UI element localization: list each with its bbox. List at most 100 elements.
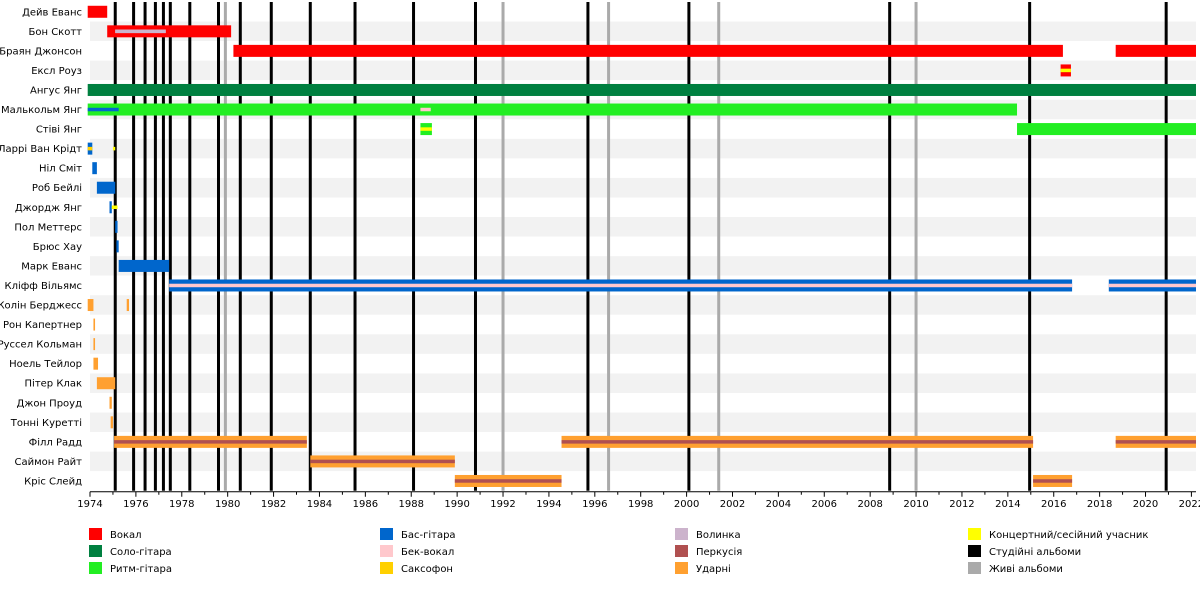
legend-swatch	[968, 528, 981, 540]
member-bar-overlay	[1108, 283, 1196, 288]
x-tick-label: 2008	[857, 499, 882, 510]
x-tick-label: 2012	[949, 499, 974, 510]
member-bar	[1017, 123, 1196, 136]
member-bar	[87, 83, 1196, 96]
member-bar-overlay	[87, 146, 93, 151]
member-bar	[116, 240, 119, 253]
member-bar	[87, 5, 108, 18]
member-name: Тонні Куретті	[10, 417, 82, 429]
row-band	[90, 2, 1196, 22]
row-band	[90, 373, 1196, 393]
member-name: Джордж Янг	[15, 203, 82, 214]
row-band	[90, 138, 1196, 159]
member-name: Малькольм Янг	[1, 105, 82, 116]
member-name: Пітер Клак	[25, 378, 82, 390]
member-name: Руссел Кольман	[0, 340, 82, 351]
member-name: Кліфф Вільямс	[4, 280, 82, 292]
legend-swatch	[675, 562, 688, 574]
row-band	[90, 119, 1196, 139]
member-bar-overlay	[420, 127, 432, 131]
member-name: Кріс Слейд	[24, 475, 82, 487]
legend-label: Бек-вокал	[401, 547, 454, 558]
member-name: Роб Бейлі	[32, 182, 82, 194]
member-bar	[107, 25, 232, 38]
member-name: Браян Джонсон	[0, 46, 82, 57]
x-tick-label: 1994	[536, 499, 561, 510]
member-name: Ноель Тейлор	[9, 359, 82, 370]
row-band	[90, 353, 1196, 374]
member-name: Ларрі Ван Крідт	[0, 143, 82, 155]
member-bar-overlay	[111, 205, 118, 210]
legend: Вокал Соло-гітара Ритм-гітара Бас-гітара Бек…	[89, 528, 1148, 575]
x-tick-label: 1974	[77, 499, 102, 510]
legend-swatch	[380, 545, 393, 557]
row-band	[90, 217, 1196, 237]
row-band	[90, 314, 1196, 335]
x-tick-label: 1986	[353, 499, 378, 510]
x-tick-label: 1982	[261, 499, 286, 510]
member-names: Дейв Еванс Бон Скотт Браян Джонсон Ексл Роу…	[0, 7, 82, 487]
member-name: Ніл Сміт	[39, 163, 82, 175]
member-bar	[96, 377, 116, 390]
legend-label: Бас-гітара	[401, 529, 456, 541]
row-band	[90, 334, 1196, 354]
album-lines	[113, 2, 1168, 491]
member-bar-overlay	[420, 107, 431, 112]
member-bar	[115, 220, 118, 233]
legend-label: Перкусія	[696, 546, 742, 558]
member-bar	[109, 201, 112, 214]
legend-swatch	[968, 562, 981, 574]
member-name: Стіві Янг	[36, 124, 82, 136]
x-tick-label: 2000	[674, 499, 699, 510]
legend-swatch	[380, 562, 393, 574]
row-band	[90, 197, 1196, 218]
x-tick-label: 2014	[995, 499, 1020, 510]
member-bar	[126, 299, 130, 312]
legend-swatch	[675, 545, 688, 557]
x-tick-label: 2010	[903, 499, 928, 510]
x-tick-label: 1984	[307, 499, 332, 510]
row-band	[90, 21, 1196, 42]
member-bar-overlay	[454, 479, 562, 483]
member-bar-overlay	[561, 440, 1034, 444]
row-band	[90, 60, 1196, 81]
member-bar	[118, 259, 170, 272]
row-band	[90, 256, 1196, 276]
legend-swatch	[89, 545, 102, 557]
legend-label: Студійні альбоми	[989, 546, 1081, 558]
x-tick-label: 1990	[444, 499, 469, 510]
member-bar	[110, 416, 113, 429]
legend-label: Волинка	[696, 530, 741, 541]
member-bar	[233, 44, 1063, 57]
legend-label: Концертний/сесійний учасник	[989, 529, 1148, 541]
x-tick-label: 1996	[582, 499, 607, 510]
x-tick-label: 2022	[1179, 499, 1200, 510]
member-name: Пол Меттерс	[14, 222, 82, 233]
x-tick-label: 2018	[1087, 499, 1112, 510]
member-bar-overlay	[115, 29, 166, 34]
member-name: Філл Радд	[29, 436, 82, 448]
row-band	[90, 295, 1196, 315]
member-name: Бон Скотт	[29, 27, 83, 38]
legend-label: Саксофон	[401, 564, 453, 575]
legend-swatch	[675, 528, 688, 540]
member-bar-overlay	[169, 283, 1073, 288]
x-tick-label: 1980	[215, 499, 240, 510]
member-bar	[93, 357, 99, 370]
legend-label: Ритм-гітара	[110, 563, 172, 575]
member-name: Рон Капертнер	[3, 320, 82, 331]
x-tick-label: 1992	[490, 499, 515, 510]
member-bar	[92, 162, 97, 175]
member-bar-overlay	[112, 146, 116, 151]
legend-label: Вокал	[110, 530, 142, 541]
member-bar-overlay	[1060, 68, 1071, 73]
row-band	[90, 158, 1196, 178]
member-bars	[87, 5, 1196, 487]
member-bar	[96, 181, 116, 194]
member-bar-overlay	[310, 459, 455, 464]
legend-swatch	[380, 528, 393, 540]
legend-swatch	[89, 562, 102, 574]
member-bar-overlay	[1115, 440, 1196, 444]
member-bar	[1115, 44, 1196, 57]
legend-swatch	[89, 528, 102, 540]
